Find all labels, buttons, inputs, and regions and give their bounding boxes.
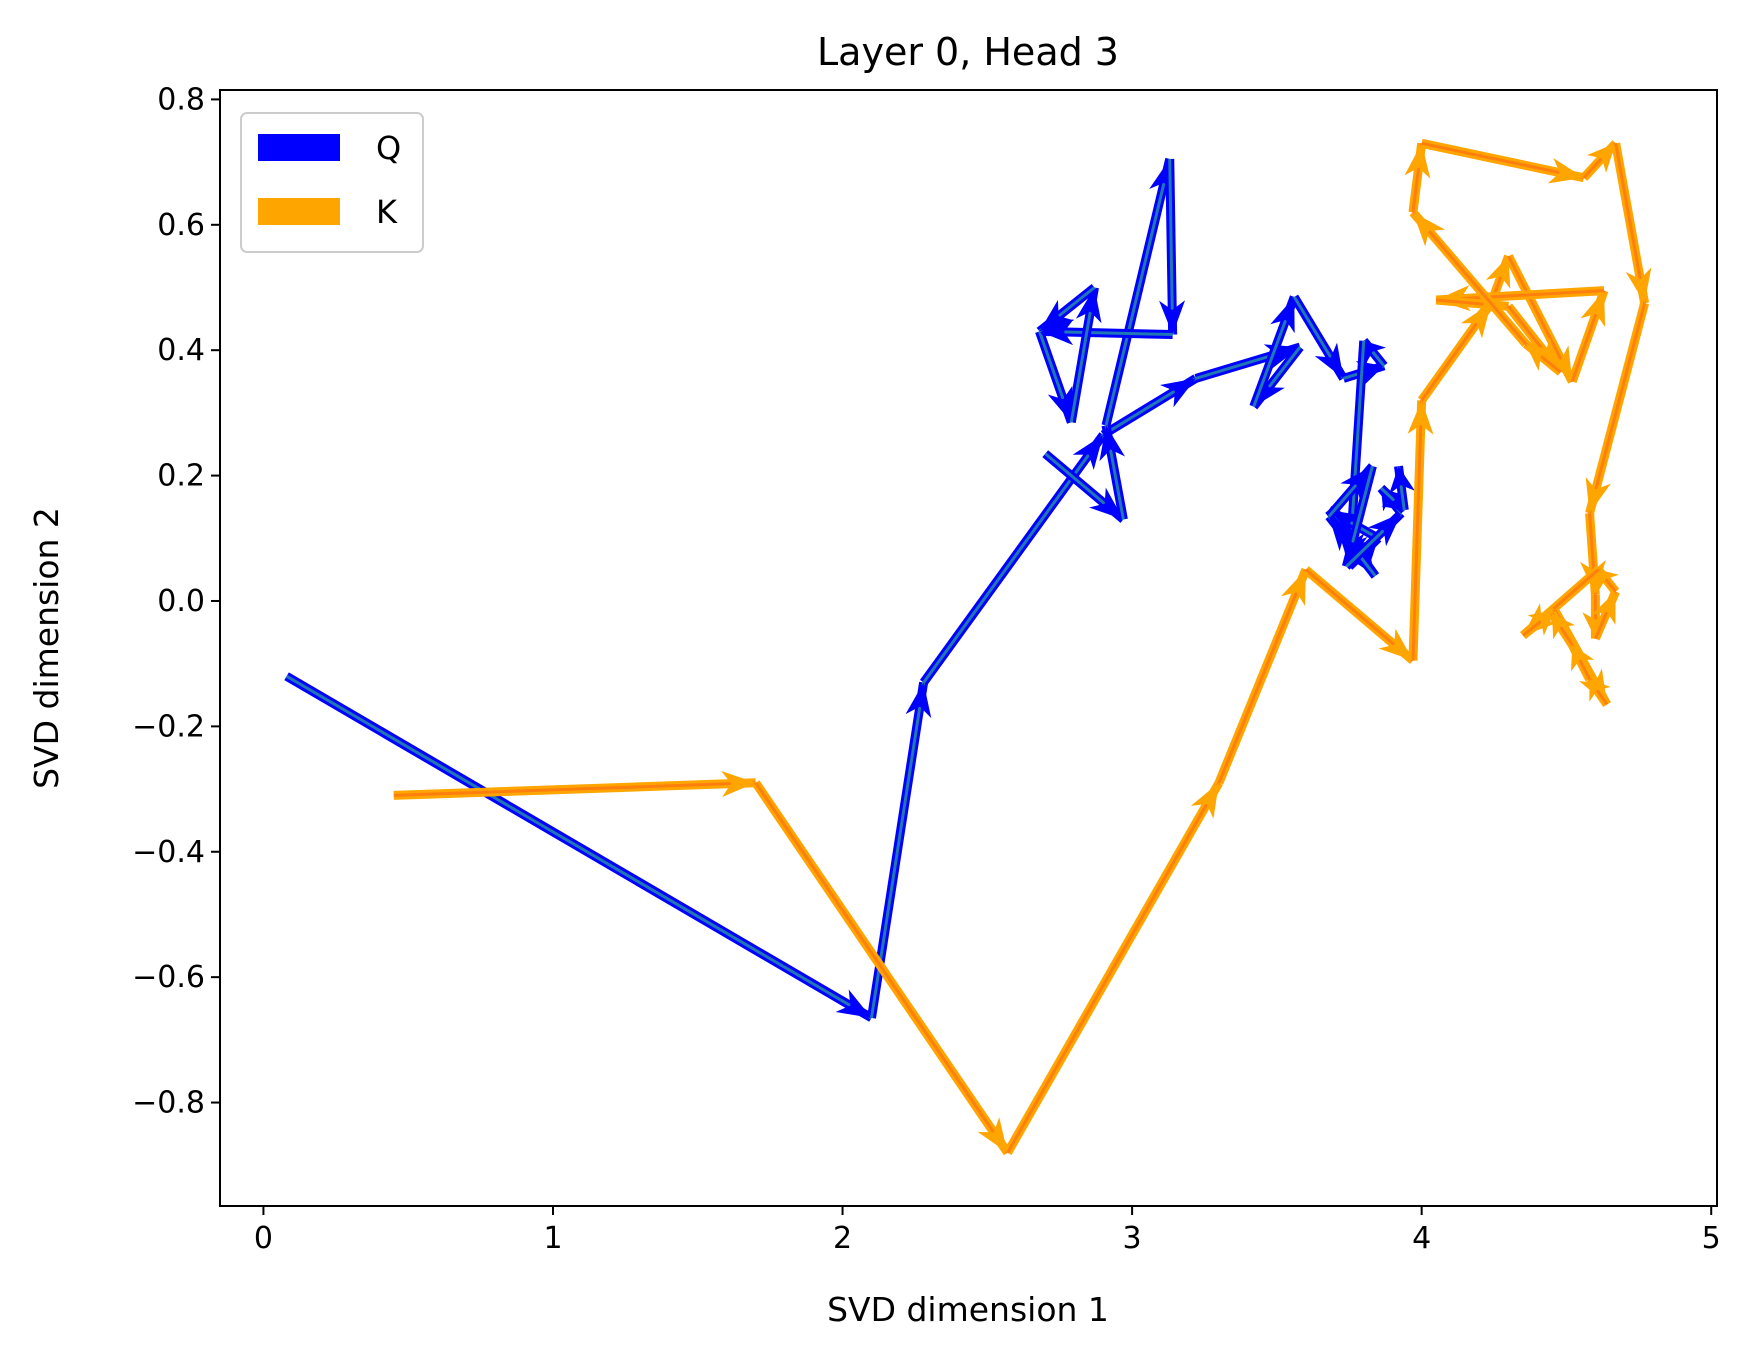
trajectory-line bbox=[754, 781, 1009, 1154]
arrow-head bbox=[1089, 487, 1124, 520]
legend-swatch-q bbox=[258, 134, 340, 161]
arrow-head bbox=[1527, 610, 1555, 636]
arrow-head bbox=[1407, 400, 1434, 435]
arrow-head bbox=[1047, 385, 1073, 423]
arrow-head bbox=[1160, 378, 1196, 408]
arrow-head bbox=[1099, 425, 1125, 462]
arrow-head bbox=[1340, 466, 1373, 501]
arrow-head bbox=[1363, 340, 1387, 365]
y-tick-label: 0.6 bbox=[157, 208, 205, 243]
trajectory-line bbox=[1104, 158, 1172, 426]
y-tick-label: 0.2 bbox=[157, 459, 205, 494]
arrow-head bbox=[1190, 782, 1219, 819]
chart-title: Layer 0, Head 3 bbox=[817, 30, 1119, 74]
plot-frame bbox=[219, 89, 1718, 1207]
arrow-head bbox=[1525, 343, 1555, 371]
x-tick-label: 2 bbox=[833, 1221, 852, 1256]
series-q-branch-1 bbox=[1035, 157, 1186, 523]
arrow-head bbox=[1342, 530, 1368, 567]
arrow-head bbox=[1280, 569, 1306, 607]
y-tick-label: −0.4 bbox=[132, 835, 205, 870]
trajectory-line bbox=[1168, 158, 1175, 335]
trajectory-line bbox=[1588, 302, 1647, 514]
arrow-head bbox=[1378, 628, 1413, 661]
arrow-head bbox=[1586, 143, 1616, 173]
arrow-head bbox=[1389, 466, 1415, 495]
arrow-head bbox=[905, 682, 932, 719]
y-tick-label: 0.0 bbox=[157, 584, 205, 619]
arrow-head bbox=[1270, 296, 1295, 334]
arrow-head bbox=[835, 989, 872, 1018]
trajectory-line bbox=[1411, 400, 1424, 661]
trajectory-line bbox=[1411, 211, 1528, 345]
arrow-head bbox=[1039, 319, 1074, 346]
arrow-head bbox=[1367, 513, 1402, 547]
arrow-head bbox=[1585, 477, 1611, 514]
y-tick-label: −0.8 bbox=[132, 1086, 205, 1121]
y-axis-title: SVD dimension 2 bbox=[27, 507, 66, 789]
trajectory-line bbox=[393, 781, 756, 797]
x-tick-label: 5 bbox=[1702, 1221, 1721, 1256]
arrow-head bbox=[1580, 290, 1606, 328]
arrow-head bbox=[1072, 434, 1104, 470]
x-tick-label: 1 bbox=[543, 1221, 562, 1256]
arrow-head bbox=[1589, 679, 1611, 702]
arrow-head bbox=[1404, 143, 1431, 179]
trajectory-line bbox=[1217, 569, 1308, 784]
arrow-head bbox=[1571, 644, 1595, 672]
arrow-head bbox=[977, 1117, 1008, 1153]
x-tick-label: 3 bbox=[1123, 1221, 1142, 1256]
arrow-head bbox=[1159, 300, 1186, 335]
arrow-head bbox=[1485, 256, 1511, 289]
legend-swatch-k bbox=[258, 198, 340, 225]
trajectory-line bbox=[1614, 143, 1647, 304]
y-tick-label: 0.4 bbox=[157, 333, 205, 368]
x-axis-title: SVD dimension 1 bbox=[827, 1290, 1109, 1329]
trajectory-line bbox=[1006, 782, 1221, 1154]
x-axis-ticks: 0 1 2 3 4 5 bbox=[254, 1206, 1721, 1256]
arrow-head bbox=[1625, 267, 1652, 304]
arrow-head bbox=[1598, 569, 1619, 591]
y-tick-label: 0.8 bbox=[157, 82, 205, 117]
legend: Q K bbox=[240, 112, 424, 253]
arrow-head bbox=[721, 770, 756, 797]
y-axis-ticks: −0.8 −0.6 −0.4 −0.2 0.0 0.2 0.4 0.6 0.8 bbox=[132, 82, 220, 1121]
trajectory-line bbox=[285, 674, 873, 1020]
arrow-head bbox=[1039, 300, 1075, 332]
arrow-head bbox=[1551, 613, 1576, 640]
legend-label-k: K bbox=[376, 193, 398, 231]
y-tick-label: −0.6 bbox=[132, 960, 205, 995]
x-tick-label: 4 bbox=[1412, 1221, 1431, 1256]
y-tick-label: −0.2 bbox=[132, 709, 205, 744]
legend-label-q: Q bbox=[376, 129, 401, 167]
plot-area bbox=[220, 90, 1717, 1206]
series-layer bbox=[284, 138, 1652, 1156]
arrow-head bbox=[1412, 212, 1445, 247]
arrow-head bbox=[1075, 287, 1102, 324]
x-tick-label: 0 bbox=[254, 1221, 273, 1256]
series-k-2 bbox=[393, 138, 1652, 1156]
arrow-head bbox=[1591, 591, 1616, 625]
arrow-head bbox=[1547, 157, 1584, 184]
arrow-head bbox=[1314, 342, 1344, 379]
trajectory-line bbox=[1421, 141, 1585, 180]
